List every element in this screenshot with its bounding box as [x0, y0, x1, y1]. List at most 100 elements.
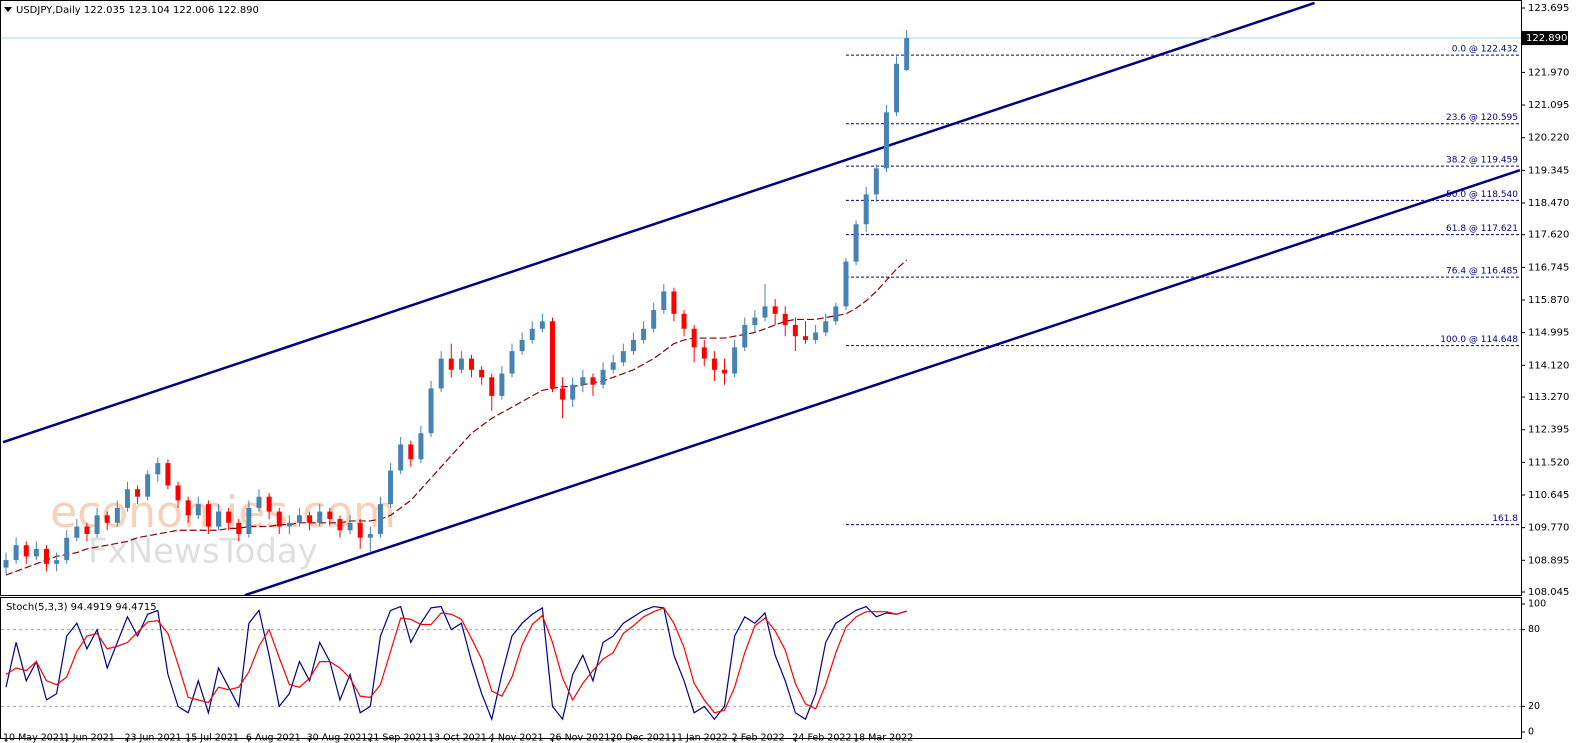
candle-body [863, 194, 869, 225]
candle-body [469, 358, 475, 370]
candle-body [630, 339, 636, 352]
symbol: USDJPY,Daily [16, 5, 81, 16]
candle-body [448, 358, 454, 370]
y-tick-label: 108.895 [1528, 555, 1569, 566]
y-tick-label: 110.645 [1528, 490, 1569, 501]
candle-body [307, 515, 313, 523]
candle-body [711, 358, 717, 370]
y-tick-label: 115.870 [1528, 295, 1569, 306]
x-tick-label: 6 Aug 2021 [246, 733, 301, 743]
candle-body [610, 362, 616, 370]
candle-body [124, 489, 130, 508]
candle-body [266, 496, 272, 512]
candle-body [772, 306, 778, 314]
candle-body [185, 500, 191, 516]
candle-body [135, 489, 141, 497]
candle-body [499, 373, 505, 396]
channel-line [244, 168, 1521, 595]
candle-body [347, 522, 353, 531]
candle-body [165, 463, 171, 486]
candle-body [539, 321, 545, 329]
candle-body [388, 470, 394, 505]
y-tick-label: 121.970 [1528, 67, 1569, 78]
x-tick-label: 20 Dec 2021 [610, 733, 671, 743]
candle-body [681, 313, 687, 329]
y-tick-label: 118.470 [1528, 198, 1569, 209]
candle-body [742, 325, 748, 348]
candle-body [23, 545, 29, 557]
high: 123.104 [128, 5, 169, 16]
fib-label: 100.0 @ 114.648 [1440, 335, 1518, 345]
candle-body [195, 504, 201, 516]
candle-body [94, 515, 100, 534]
y-tick-label: 114.995 [1528, 328, 1569, 339]
menu-arrow [4, 7, 12, 12]
y-tick-label: 112.395 [1528, 425, 1569, 436]
stoch-tick-label: 0 [1528, 726, 1534, 737]
stoch-plot [1, 605, 1521, 722]
x-tick-label: 10 May 2021 [3, 733, 65, 743]
candle-body [701, 347, 707, 359]
candle-body [580, 377, 586, 385]
y-tick-label: 109.770 [1528, 523, 1569, 534]
stoch-signal-value: 94.4715 [115, 602, 156, 613]
candle-body [43, 548, 49, 564]
candle-body [651, 310, 657, 329]
candle-body [873, 168, 879, 195]
candle-body [600, 369, 606, 385]
candle-body [13, 545, 19, 561]
candle-body [489, 377, 495, 396]
candle-body [549, 321, 555, 389]
x-tick-label: 4 Nov 2021 [489, 733, 544, 743]
candle-body [3, 560, 9, 568]
y-tick-label: 119.345 [1528, 165, 1569, 176]
fib-label: 161.8 [1492, 514, 1518, 524]
candle-body [114, 507, 120, 523]
y-tick-label: 113.270 [1528, 392, 1569, 403]
candle-body [246, 507, 252, 534]
y-tick-label: 121.095 [1528, 100, 1569, 111]
stoch-tick-label: 100 [1528, 599, 1546, 610]
candle-body [691, 328, 697, 348]
candle-body [145, 474, 151, 497]
fib-label: 38.2 @ 119.459 [1446, 156, 1518, 166]
candle-body [418, 433, 424, 460]
y-tick-label: 116.745 [1528, 262, 1569, 273]
candle-body [570, 384, 576, 400]
candle-body [802, 336, 808, 340]
watermark: FxNewsToday [88, 532, 318, 572]
candle-body [276, 511, 282, 527]
candle-body [823, 321, 829, 333]
candle-body [904, 38, 910, 70]
x-tick-label: 30 Aug 2021 [307, 733, 368, 743]
x-tick-label: 1 Jun 2021 [64, 733, 115, 743]
candle-body [782, 313, 788, 326]
candle-body [226, 511, 232, 523]
stoch-tick-label: 20 [1528, 701, 1540, 712]
low: 122.006 [173, 5, 214, 16]
candle-body [843, 261, 849, 307]
candle-body [428, 388, 434, 434]
stoch-tick-label: 80 [1528, 624, 1540, 635]
x-tick-label: 11 Jan 2022 [671, 733, 728, 743]
candle-body [377, 504, 383, 534]
candle-body [84, 526, 90, 534]
candle-body [479, 369, 485, 378]
candle-body [590, 377, 596, 385]
stoch-header: Stoch(5,3,3) 94.4919 94.4715 [6, 602, 157, 613]
y-tick-label: 114.120 [1528, 360, 1569, 371]
main-frame [0, 0, 1522, 596]
candle-body [833, 306, 839, 322]
candle-body [104, 515, 110, 523]
candle-body [74, 526, 80, 538]
y-tick-label: 111.520 [1528, 457, 1569, 468]
candle-body [560, 388, 566, 400]
x-tick-label: 15 Jul 2021 [185, 733, 239, 743]
candle-body [792, 325, 798, 337]
fib-label: 50.0 @ 118.540 [1446, 190, 1518, 200]
candle-body [894, 63, 900, 113]
x-tick-label: 21 Sep 2021 [367, 733, 427, 743]
y-tick-label: 120.220 [1528, 133, 1569, 144]
candle-body [752, 317, 758, 326]
